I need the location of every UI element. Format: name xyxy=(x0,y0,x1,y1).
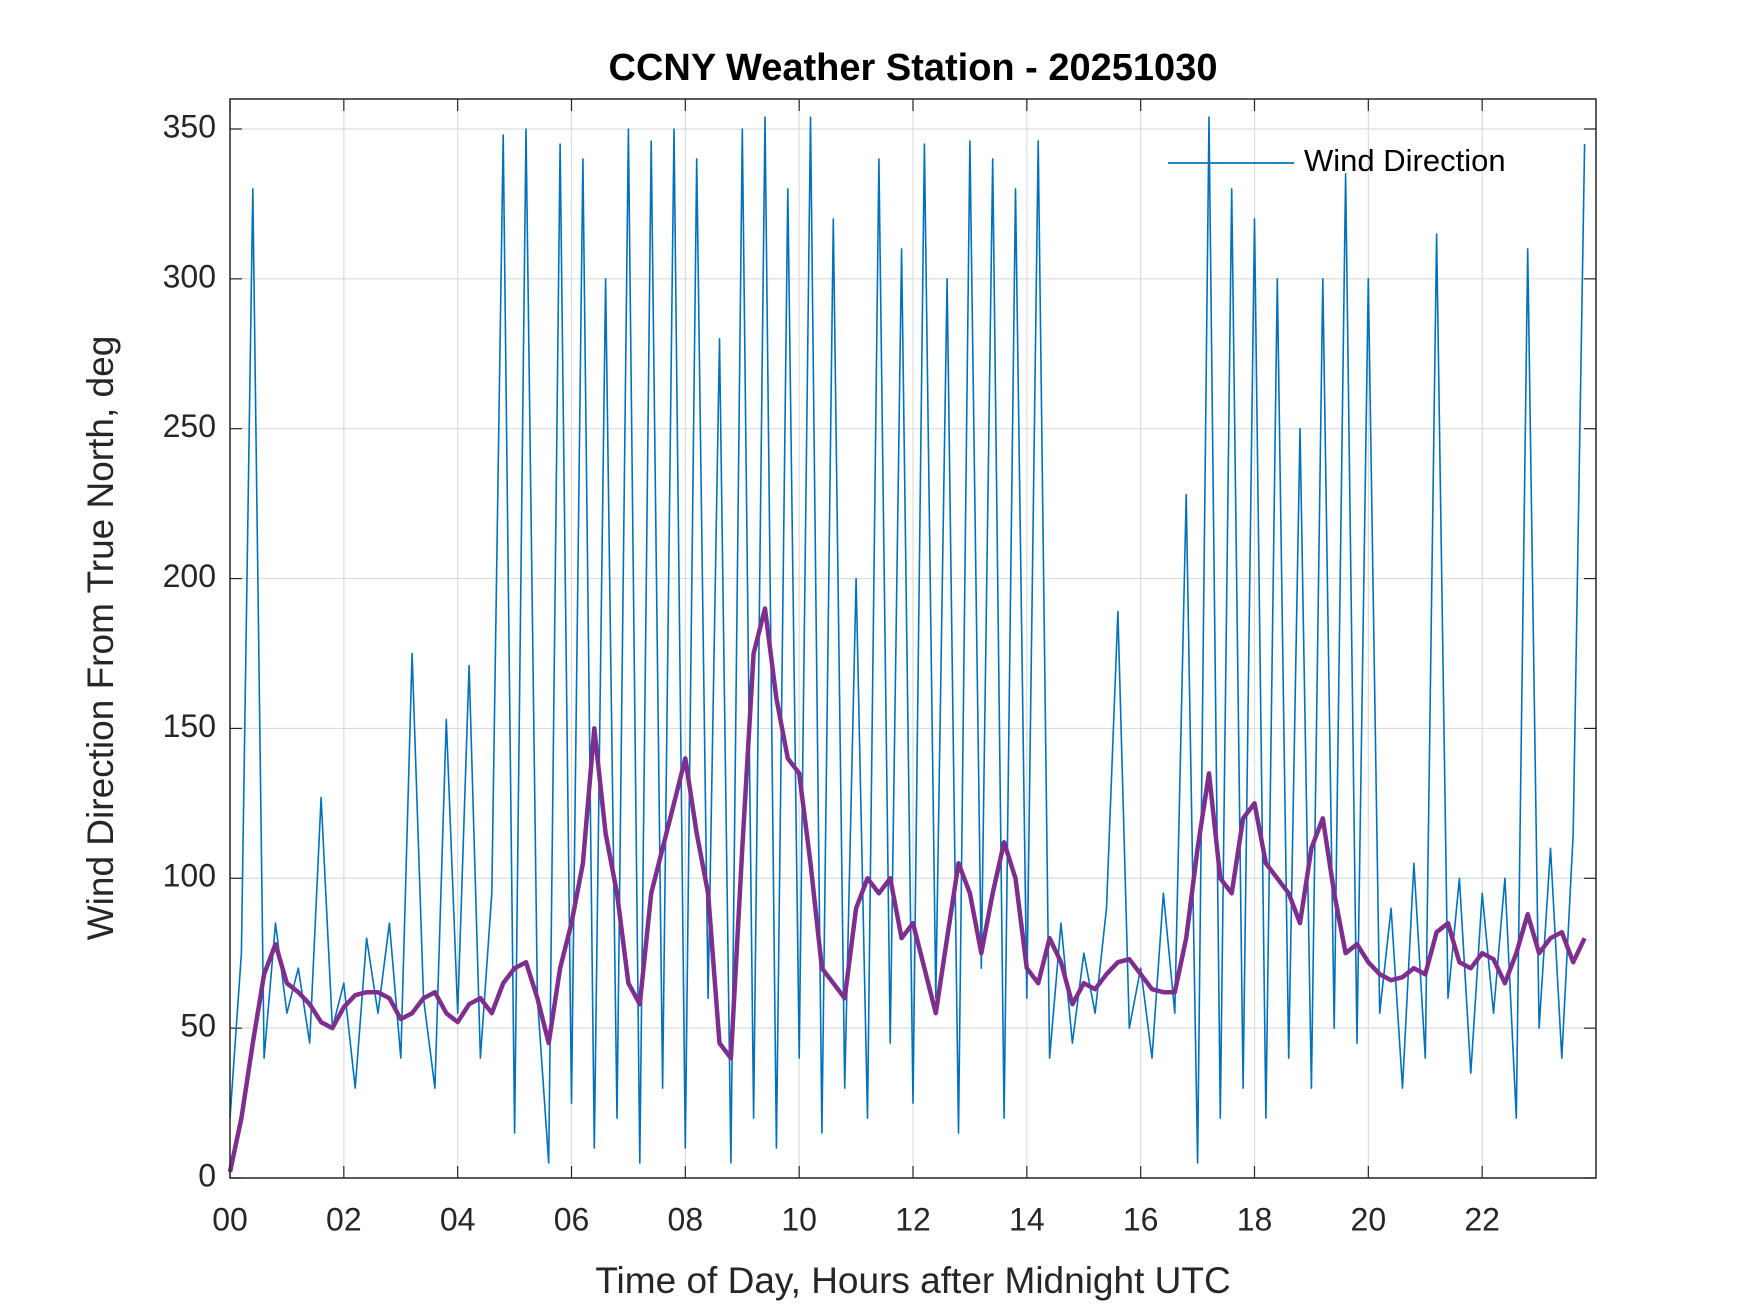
y-axis-label: Wind Direction From True North, deg xyxy=(80,336,121,941)
y-tick-label: 50 xyxy=(180,1008,216,1044)
x-tick-label: 06 xyxy=(554,1201,590,1237)
x-tick-label: 10 xyxy=(781,1201,817,1237)
y-tick-label: 250 xyxy=(163,408,216,444)
chart-title: CCNY Weather Station - 20251030 xyxy=(609,47,1218,89)
data-line xyxy=(229,116,1586,1164)
legend-label: Wind Direction xyxy=(1304,143,1506,178)
y-tick-label: 300 xyxy=(163,258,216,294)
y-tick-label: 150 xyxy=(163,708,216,744)
y-tick-label: 0 xyxy=(198,1157,216,1193)
x-tick-label: 16 xyxy=(1123,1201,1159,1237)
x-tick-label: 12 xyxy=(895,1201,931,1237)
x-tick-label: 04 xyxy=(440,1201,476,1237)
x-tick-label: 14 xyxy=(1009,1201,1045,1237)
x-tick-label: 02 xyxy=(326,1201,362,1237)
y-tick-label: 350 xyxy=(163,108,216,144)
y-tick-label: 100 xyxy=(163,858,216,894)
x-axis-label: Time of Day, Hours after Midnight UTC xyxy=(595,1260,1230,1301)
y-tick-label: 200 xyxy=(163,558,216,594)
plot-frame xyxy=(229,98,1597,1179)
x-tick-label: 20 xyxy=(1351,1201,1387,1237)
x-tick-label: 00 xyxy=(212,1201,248,1237)
x-tick-label: 08 xyxy=(668,1201,704,1237)
data-line xyxy=(227,606,1587,1173)
x-tick-label: 22 xyxy=(1464,1201,1500,1237)
x-tick-label: 18 xyxy=(1237,1201,1273,1237)
